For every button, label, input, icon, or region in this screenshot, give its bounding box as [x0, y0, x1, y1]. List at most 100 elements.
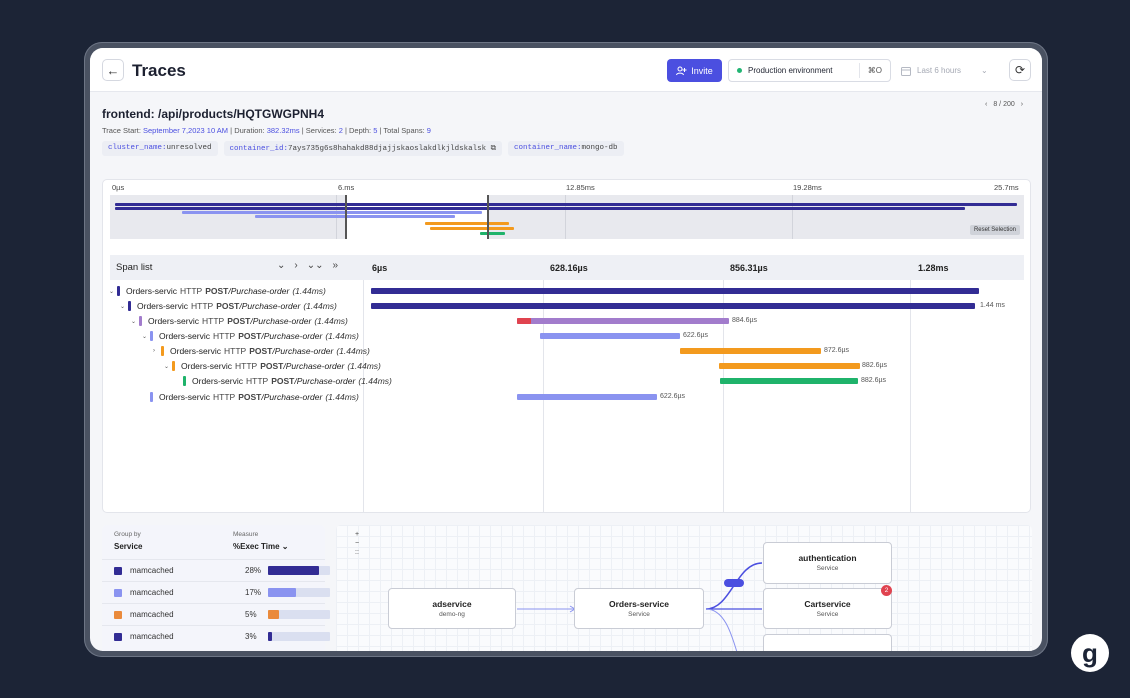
node-cartservice[interactable]: Cartservice Service 2: [763, 585, 892, 629]
tag-key: container_id:: [229, 145, 289, 153]
chevron-down-icon[interactable]: ⌄: [109, 288, 115, 295]
span-path: /Purchase-order: [272, 346, 334, 356]
span-bar[interactable]: [517, 318, 729, 324]
node-title: adservice: [432, 599, 472, 609]
group-row[interactable]: mamcached 5%: [102, 603, 330, 625]
fit-view-button[interactable]: ::: [355, 549, 359, 556]
expand-icon[interactable]: ›: [294, 260, 298, 271]
add-user-icon: [676, 66, 687, 75]
collapse-all-icon[interactable]: ⌄⌄: [306, 260, 324, 271]
invite-label: Invite: [691, 65, 713, 76]
span-row[interactable]: ⌄ Orders-servic HTTP POST /Purchase-orde…: [109, 286, 326, 296]
span-method: HTTP: [246, 376, 269, 386]
page-title: Traces: [132, 61, 186, 80]
span-verb: POST: [205, 286, 229, 296]
span-bar[interactable]: [540, 333, 680, 339]
span-list-header: Span list ⌄ › ⌄⌄ » 6µs 628.16µs 856.31µs…: [110, 255, 1024, 280]
span-row[interactable]: ⌄ Orders-servic HTTP POST /Purchase-orde…: [131, 316, 348, 326]
span-method: HTTP: [213, 392, 236, 402]
span-bar[interactable]: [680, 348, 821, 354]
span-method: HTTP: [235, 361, 258, 371]
group-row[interactable]: mamcached 3%: [102, 625, 330, 647]
collapse-icon[interactable]: ⌄: [277, 260, 286, 271]
group-percent: 3%: [245, 632, 257, 641]
next-trace-icon[interactable]: ›: [1020, 101, 1024, 108]
trace-tags: cluster_name:unresolved container_id:7ay…: [102, 141, 624, 156]
tag-container-name[interactable]: container_name:mongo-db: [507, 141, 624, 156]
node-subtitle: Service: [816, 611, 839, 618]
group-bar-fill: [268, 610, 279, 619]
span-verb: POST: [238, 331, 262, 341]
span-row[interactable]: Orders-servic HTTP POST /Purchase-order …: [175, 376, 392, 386]
trace-meta: Trace Start: September 7,2023 10 AM | Du…: [102, 126, 431, 135]
reset-selection-button[interactable]: Reset Selection: [969, 225, 1020, 235]
timeline-tick: 1.28ms: [918, 263, 949, 273]
tag-value: 7ays735g6s8hahakd88djajjskaoslakdlkjldsk…: [288, 145, 487, 153]
copy-icon[interactable]: ⧉: [490, 145, 496, 153]
span-verb: POST: [216, 301, 240, 311]
span-row[interactable]: ⌄ Orders-servic HTTP POST /Purchase-orde…: [142, 331, 359, 341]
chevron-right-icon[interactable]: ›: [153, 348, 155, 354]
group-percent: 17%: [245, 588, 262, 597]
span-duration: (1.44ms): [303, 301, 337, 311]
minimap-span: [115, 207, 965, 210]
minimap[interactable]: Reset Selection: [110, 195, 1024, 239]
pager-label: 8 / 200: [993, 101, 1015, 108]
invite-button[interactable]: Invite: [667, 59, 722, 82]
span-bar[interactable]: [517, 394, 657, 400]
chevron-down-icon[interactable]: ⌄: [131, 318, 137, 325]
group-row[interactable]: mamcached 28%: [102, 559, 330, 581]
node-adservice[interactable]: adservice demo-ng: [388, 588, 516, 629]
zoom-in-button[interactable]: +: [355, 531, 360, 538]
chevron-down-icon[interactable]: ⌄: [120, 303, 126, 310]
span-row[interactable]: › Orders-servic HTTP POST /Purchase-orde…: [153, 346, 370, 356]
timeline-tick: 628.16µs: [550, 263, 588, 273]
node-authentication[interactable]: authentication Service: [763, 542, 892, 584]
prev-trace-icon[interactable]: ‹: [985, 101, 988, 108]
span-bar[interactable]: [720, 378, 858, 384]
refresh-button[interactable]: ⟳: [1009, 59, 1031, 81]
node-partial[interactable]: [763, 634, 892, 651]
span-bar[interactable]: [371, 288, 979, 294]
group-percent: 5%: [245, 610, 257, 619]
trace-spans: 9: [426, 126, 431, 135]
node-orders-service[interactable]: Orders-service Service: [574, 588, 704, 629]
meta-label: Total Spans:: [383, 126, 425, 135]
chevron-down-icon[interactable]: ⌄: [164, 363, 170, 370]
span-row[interactable]: Orders-servic HTTP POST /Purchase-order …: [142, 392, 359, 402]
span-method: HTTP: [202, 316, 225, 326]
color-swatch: [114, 633, 122, 641]
meta-label: Trace Start:: [102, 126, 141, 135]
tag-container-id[interactable]: container_id:7ays735g6s8hahakd88djajjska…: [223, 141, 502, 156]
span-row[interactable]: ⌄ Orders-servic HTTP POST /Purchase-orde…: [164, 361, 381, 371]
span-duration: (1.44ms): [358, 376, 392, 386]
group-bar-track: [268, 566, 330, 575]
group-bar-track: [268, 632, 330, 641]
span-bar[interactable]: [719, 363, 860, 369]
selection-handle-right[interactable]: [487, 195, 489, 239]
error-count-badge: 2: [881, 585, 892, 596]
device-frame: ← Traces Invite Production environment ⌘…: [84, 42, 1048, 657]
expand-all-icon[interactable]: »: [332, 260, 339, 271]
arrow-left-icon: ←: [106, 62, 120, 78]
tag-cluster-name[interactable]: cluster_name:unresolved: [102, 141, 218, 156]
environment-select[interactable]: Production environment ⌘O: [728, 59, 891, 82]
measure-select[interactable]: %Exec Time ⌄: [233, 542, 288, 551]
chevron-down-icon[interactable]: ⌄: [142, 333, 148, 340]
zoom-controls: + − ::: [355, 530, 359, 557]
span-color-marker: [183, 376, 186, 386]
meta-label: Depth:: [349, 126, 372, 135]
span-bar[interactable]: [371, 303, 975, 309]
group-by-select[interactable]: Service: [114, 542, 143, 551]
selection-handle-left[interactable]: [345, 195, 347, 239]
span-bar-label: 872.6µs: [824, 347, 850, 354]
span-row[interactable]: ⌄ Orders-servic HTTP POST /Purchase-orde…: [120, 301, 337, 311]
group-bar-fill: [268, 566, 319, 575]
time-range-select[interactable]: Last 6 hours ⌄: [901, 59, 1001, 82]
minimap-span: [480, 232, 505, 235]
service-map[interactable]: + − :: adservice demo-ng Orders-service …: [336, 525, 1032, 651]
brand-logo: g: [1071, 634, 1109, 672]
back-button[interactable]: ←: [102, 59, 124, 81]
group-row[interactable]: mamcached 17%: [102, 581, 330, 603]
zoom-out-button[interactable]: −: [355, 540, 360, 547]
